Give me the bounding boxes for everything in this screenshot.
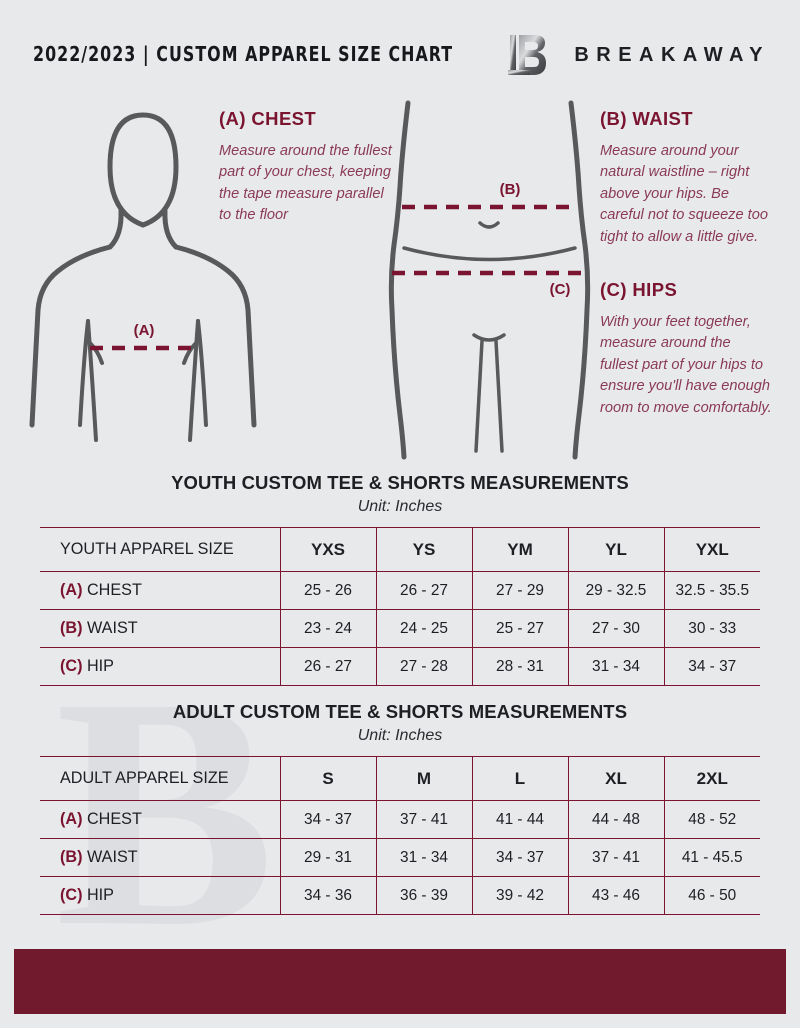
- info-body-chest: Measure around the fullest part of your …: [219, 143, 392, 224]
- measurement-value-cell: 24 - 25: [376, 609, 473, 648]
- youth-table-unit: Unit: Inches: [357, 498, 443, 515]
- row-header-label: ADULT APPAREL SIZE: [40, 756, 281, 801]
- info-body-hips: With your feet together, measure around …: [600, 314, 772, 416]
- size-column-header: YL: [568, 527, 665, 572]
- table-row: (C) HIP 34 - 36 36 - 39 39 - 42 43 - 46 46 - …: [40, 876, 760, 915]
- size-column-header: S: [280, 756, 377, 801]
- table-row: (B) WAIST 29 - 31 31 - 34 34 - 37 37 - 41 41 …: [40, 838, 760, 877]
- measurement-value-cell: 31 - 34: [568, 647, 665, 686]
- info-block-chest: (A) CHEST Measure around the fullest par…: [219, 108, 394, 227]
- measurement-name-cell: (C) HIP: [40, 876, 281, 915]
- measurement-value-cell: 23 - 24: [280, 609, 377, 648]
- measurement-value-cell: 36 - 39: [376, 876, 473, 915]
- measurement-illustrations: (A) (B) (C): [0, 95, 800, 470]
- hips-measure-label: (C): [550, 281, 571, 298]
- size-column-header: L: [472, 756, 569, 801]
- adult-measurements-block: ADULT CUSTOM TEE & SHORTS MEASUREMENTS U…: [0, 701, 800, 915]
- measurement-name-cell: (B) WAIST: [40, 609, 281, 648]
- measurement-value-cell: 30 - 33: [664, 609, 760, 648]
- youth-size-table: YOUTH APPAREL SIZE YXS YS YM YL YXL (A) CHEST 2…: [40, 527, 760, 686]
- table-row: (B) WAIST 23 - 24 24 - 25 25 - 27 27 - 30 30 …: [40, 609, 760, 648]
- info-heading-waist: (B) WAIST: [600, 108, 694, 129]
- row-header-label: YOUTH APPAREL SIZE: [40, 527, 281, 572]
- youth-measurements-block: YOUTH CUSTOM TEE & SHORTS MEASUREMENTS U…: [0, 472, 800, 686]
- info-heading-chest: (A) CHEST: [219, 108, 317, 129]
- measurement-tag: (B): [60, 619, 83, 637]
- measurement-value-cell: 29 - 32.5: [568, 571, 665, 610]
- measurement-name-cell: (A) CHEST: [40, 571, 281, 610]
- measurement-value-cell: 32.5 - 35.5: [664, 571, 760, 610]
- measurement-name-cell: (B) WAIST: [40, 838, 281, 877]
- measurement-value-cell: 41 - 44: [472, 800, 569, 839]
- size-column-header: YXS: [280, 527, 377, 572]
- measurement-tag: (B): [60, 848, 83, 866]
- measurement-tag: (C): [60, 886, 83, 904]
- measurement-value-cell: 27 - 29: [472, 571, 569, 610]
- measurement-value-cell: 39 - 42: [472, 876, 569, 915]
- size-column-header: XL: [568, 756, 665, 801]
- measurement-value-cell: 44 - 48: [568, 800, 665, 839]
- measurement-tag: (A): [60, 810, 83, 828]
- measurement-value-cell: 34 - 37: [280, 800, 377, 839]
- measurement-tag: (A): [60, 581, 83, 599]
- measurement-value-cell: 28 - 31: [472, 647, 569, 686]
- info-heading-hips: (C) HIPS: [600, 279, 678, 300]
- footer-accent-bar: [14, 949, 786, 1014]
- page-title: 2022/2023 | CUSTOM APPAREL SIZE CHART: [33, 42, 454, 66]
- measurement-name-cell: (C) HIP: [40, 647, 281, 686]
- page-header: 2022/2023 | CUSTOM APPAREL SIZE CHART BR…: [0, 0, 800, 95]
- measurement-value-cell: 25 - 27: [472, 609, 569, 648]
- measurement-value-cell: 31 - 34: [376, 838, 473, 877]
- measurement-value-cell: 37 - 41: [376, 800, 473, 839]
- measurement-tag: (C): [60, 657, 83, 675]
- lower-body-silhouette: (B) (C): [388, 100, 591, 460]
- table-row: (A) CHEST 34 - 37 37 - 41 41 - 44 44 - 48 48 …: [40, 800, 760, 839]
- waist-measure-label: (B): [500, 181, 521, 198]
- measurement-value-cell: 29 - 31: [280, 838, 377, 877]
- adult-size-table: ADULT APPAREL SIZE S M L XL 2XL (A) CHEST 34 - …: [40, 756, 760, 915]
- measurement-value-cell: 27 - 30: [568, 609, 665, 648]
- info-body-waist: Measure around your natural waistline – …: [600, 143, 768, 245]
- size-column-header: M: [376, 756, 473, 801]
- brand-name: BREAKAWAY: [574, 43, 770, 66]
- measurement-value-cell: 34 - 36: [280, 876, 377, 915]
- measurement-value-cell: 34 - 37: [664, 647, 760, 686]
- size-column-header: 2XL: [664, 756, 760, 801]
- measurement-value-cell: 27 - 28: [376, 647, 473, 686]
- measurement-value-cell: 25 - 26: [280, 571, 377, 610]
- table-header-row: ADULT APPAREL SIZE S M L XL 2XL: [40, 756, 760, 801]
- measurement-value-cell: 41 - 45.5: [664, 838, 760, 877]
- adult-table-title: ADULT CUSTOM TEE & SHORTS MEASUREMENTS: [172, 701, 628, 722]
- table-header-row: YOUTH APPAREL SIZE YXS YS YM YL YXL: [40, 527, 760, 572]
- upper-body-silhouette: (A): [29, 112, 257, 442]
- table-row: (A) CHEST 25 - 26 26 - 27 27 - 29 29 - 32.5 3…: [40, 571, 760, 610]
- table-row: (C) HIP 26 - 27 27 - 28 28 - 31 31 - 34 34 - …: [40, 647, 760, 686]
- measurement-value-cell: 26 - 27: [376, 571, 473, 610]
- measurement-value-cell: 34 - 37: [472, 838, 569, 877]
- measurement-value-cell: 48 - 52: [664, 800, 760, 839]
- breakaway-b-logo-icon: [508, 35, 547, 75]
- brand-lockup: BREAKAWAY: [506, 32, 770, 78]
- info-block-hips: (C) HIPS With your feet together, measur…: [600, 279, 772, 419]
- size-column-header: YS: [376, 527, 473, 572]
- measurement-value-cell: 37 - 41: [568, 838, 665, 877]
- size-column-header: YXL: [664, 527, 760, 572]
- measurement-value-cell: 43 - 46: [568, 876, 665, 915]
- measurement-value-cell: 26 - 27: [280, 647, 377, 686]
- youth-table-title: YOUTH CUSTOM TEE & SHORTS MEASUREMENTS: [171, 472, 629, 493]
- size-column-header: YM: [472, 527, 569, 572]
- adult-table-unit: Unit: Inches: [357, 727, 443, 744]
- info-block-waist: (B) WAIST Measure around your natural wa…: [600, 108, 772, 248]
- measurement-name-cell: (A) CHEST: [40, 800, 281, 839]
- chest-measure-label: (A): [134, 322, 155, 339]
- measurement-value-cell: 46 - 50: [664, 876, 760, 915]
